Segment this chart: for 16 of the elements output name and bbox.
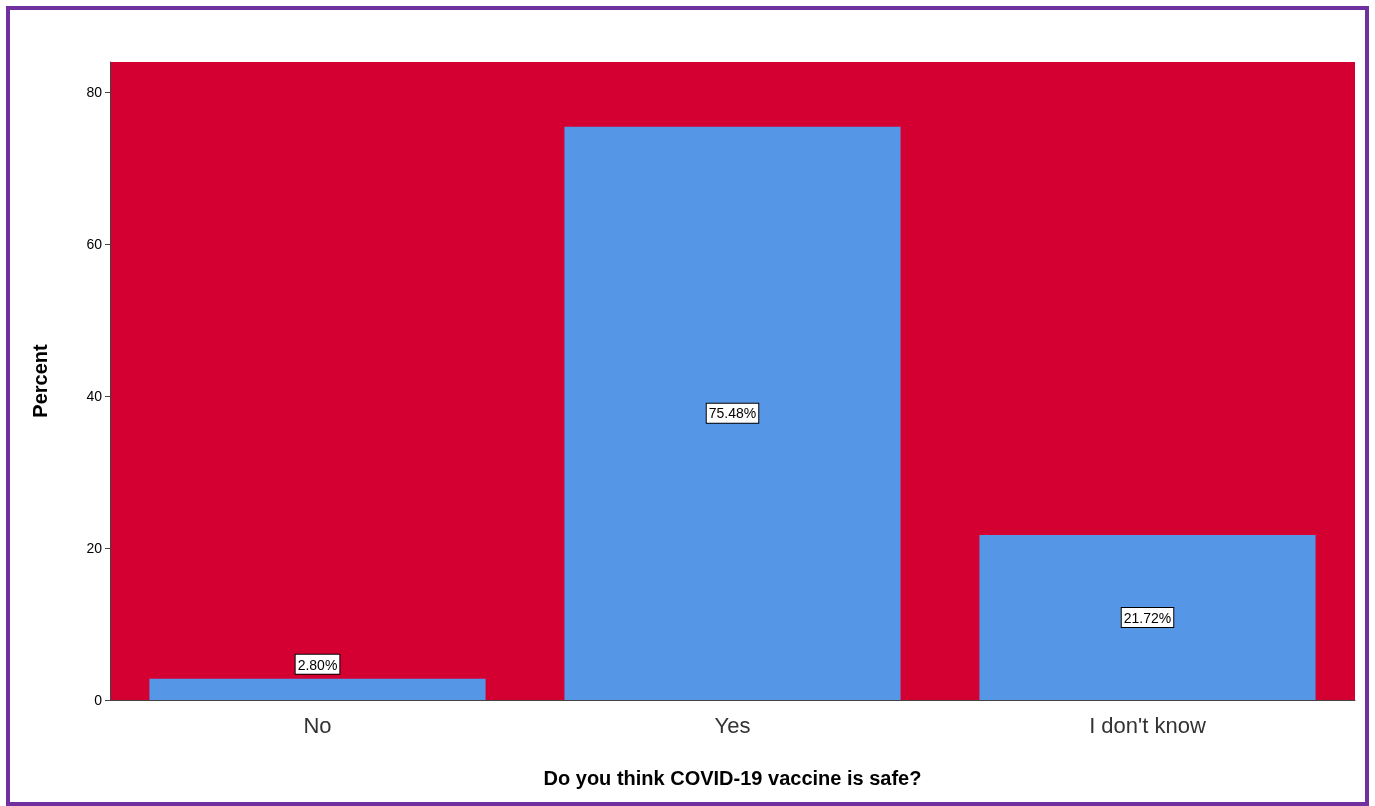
x-tick-label: Yes xyxy=(714,712,751,738)
bar xyxy=(564,126,901,700)
y-tick-label: 80 xyxy=(86,84,103,101)
bar xyxy=(149,678,486,700)
y-tick-label: 40 xyxy=(86,388,103,405)
data-label: 75.48% xyxy=(708,405,757,422)
x-tick-label: No xyxy=(303,712,332,738)
y-tick-label: 0 xyxy=(94,692,103,708)
data-label: 2.80% xyxy=(297,656,338,673)
x-axis-title: Do you think COVID-19 vaccine is safe? xyxy=(543,767,922,789)
x-tick-label: I don't know xyxy=(1089,712,1206,738)
bar xyxy=(979,535,1316,700)
data-label: 21.72% xyxy=(1123,609,1172,626)
y-axis-title: Percent xyxy=(29,343,51,418)
y-tick-label: 60 xyxy=(86,236,103,253)
y-tick-label: 20 xyxy=(86,540,103,557)
